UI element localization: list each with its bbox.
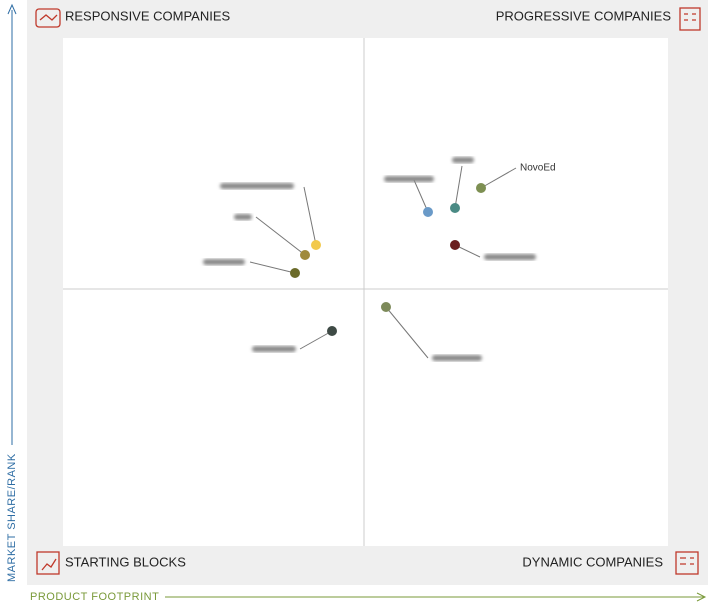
quadrant-label: STARTING BLOCKS [65, 554, 186, 569]
icon [35, 7, 701, 575]
y-arrow-head [7, 3, 17, 15]
y-axis-label: MARKET SHARE/RANK [6, 453, 18, 582]
x-arrow-head [696, 592, 707, 602]
company-dots [290, 183, 486, 336]
blurred-labels [203, 157, 536, 361]
leader-lines [249, 165, 517, 359]
quadrant-label: RESPONSIVE COMPANIES [65, 8, 231, 23]
quadrant-label: PROGRESSIVE COMPANIES [496, 8, 672, 23]
node-label: NovoEd [520, 163, 556, 174]
x-axis-label: PRODUCT FOOTPRINT [30, 591, 159, 603]
plot-area [63, 38, 668, 546]
quadrant-label: DYNAMIC COMPANIES [522, 554, 663, 569]
